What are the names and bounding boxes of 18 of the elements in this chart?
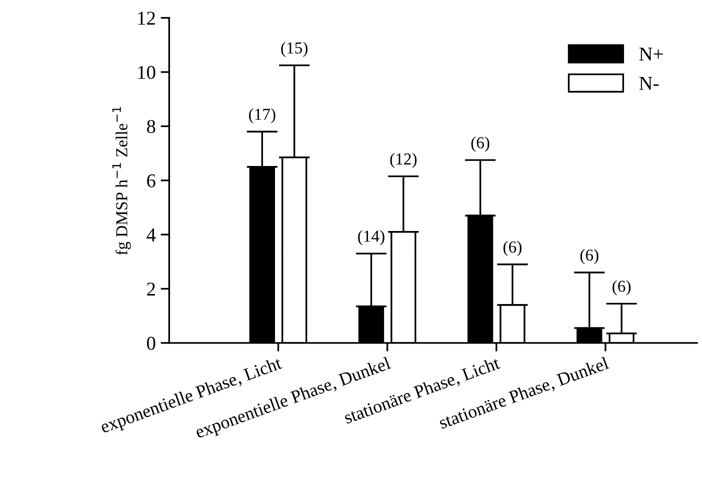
annotation: (6)	[504, 240, 522, 256]
annotation: (14)	[358, 230, 384, 246]
y-axis-title: fg DMSP h$^{−1}$ Zelle$^{−1}$	[112, 106, 131, 255]
y-tick-label: 12	[138, 12, 155, 25]
y-tick-label: 2	[147, 282, 155, 296]
annotation: (6)	[471, 136, 490, 152]
y-tick-label: 4	[146, 228, 156, 242]
annotation: (15)	[281, 42, 308, 57]
y-tick-label: 8	[147, 120, 156, 134]
y-tick-label: 0	[147, 336, 156, 350]
y-tick-label: 10	[138, 66, 156, 79]
y-tick-label: 6	[147, 174, 156, 188]
annotation: (12)	[390, 152, 417, 168]
legend-label: N+	[639, 48, 663, 60]
annotation: (6)	[612, 280, 631, 296]
annotation: (6)	[580, 249, 598, 264]
legend-label: N-	[639, 76, 659, 90]
annotation: (17)	[249, 108, 276, 124]
